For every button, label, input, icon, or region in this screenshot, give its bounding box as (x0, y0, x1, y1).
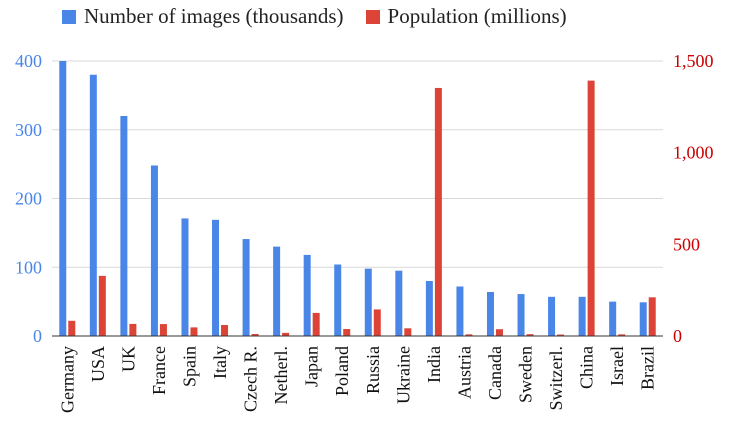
bar-images (548, 296, 556, 336)
bar-images (303, 254, 311, 336)
legend-item-population: Population (millions) (365, 4, 567, 29)
x-tick-label: Austria (454, 346, 474, 399)
bar-population (312, 312, 320, 336)
bar-population (159, 324, 167, 336)
bar-population (68, 320, 76, 336)
y-right-tick-label: 0 (673, 326, 682, 346)
bar-population (129, 323, 137, 336)
y-left-tick-label: 100 (15, 257, 42, 277)
bar-population (190, 327, 198, 336)
bar-population (404, 328, 412, 336)
bar-population (587, 80, 595, 336)
x-tick-label: Ukraine (393, 346, 413, 404)
chart-legend: Number of images (thousands) Population … (62, 4, 567, 29)
x-tick-label: Russia (363, 346, 383, 394)
x-tick-label: Germany (57, 346, 77, 413)
bar-images (181, 218, 189, 336)
y-left-tick-label: 400 (15, 51, 42, 71)
x-tick-label: Japan (302, 346, 322, 387)
x-tick-label: UK (118, 346, 138, 372)
x-tick-label: Sweden (516, 346, 536, 403)
y-left-tick-label: 300 (15, 120, 42, 140)
bar-images (212, 219, 220, 336)
bar-population (618, 334, 626, 336)
legend-item-images: Number of images (thousands) (62, 4, 344, 29)
bar-images (120, 116, 128, 336)
bar-images (395, 270, 403, 336)
bar-images (59, 61, 67, 336)
x-tick-label: Italy (210, 346, 230, 379)
y-right-tick-label: 500 (673, 234, 700, 254)
x-tick-label: Brazil (638, 346, 658, 390)
bar-images (517, 294, 525, 336)
x-tick-label: Spain (179, 346, 199, 387)
bar-images (425, 281, 433, 336)
bar-population (465, 334, 473, 336)
legend-label-population: Population (millions) (387, 4, 567, 28)
bar-images (486, 292, 494, 336)
bar-images (150, 165, 158, 336)
legend-swatch-images (62, 9, 76, 24)
x-tick-label: Israel (607, 346, 627, 386)
legend-label-images: Number of images (thousands) (84, 4, 344, 28)
y-right-tick-label: 1,000 (673, 143, 714, 163)
x-tick-label: India (424, 346, 444, 383)
bar-images (609, 301, 617, 336)
bar-images (639, 302, 647, 336)
y-right-tick-label: 1,500 (673, 51, 714, 71)
bar-images (456, 286, 464, 336)
bar-population (251, 333, 259, 336)
bar-population (526, 334, 534, 336)
bar-population (373, 309, 381, 336)
y-left-tick-label: 200 (15, 189, 42, 209)
bar-population (221, 325, 229, 336)
x-tick-label: Netherl. (271, 346, 291, 404)
x-tick-label: Switzerl. (546, 346, 566, 411)
x-tick-label: France (149, 346, 169, 395)
bar-images (334, 264, 342, 336)
bar-population (282, 332, 290, 336)
bar-images (578, 296, 586, 336)
bar-images (242, 239, 250, 336)
bar-population (648, 297, 656, 336)
bar-images (89, 74, 97, 336)
x-tick-label: USA (88, 346, 108, 382)
bar-images (273, 246, 281, 336)
x-tick-label: Canada (485, 346, 505, 400)
bar-population (495, 329, 503, 336)
bar-population (98, 275, 106, 336)
y-left-tick-label: 0 (33, 326, 42, 346)
bar-population (343, 329, 351, 336)
legend-swatch-population (365, 9, 380, 24)
x-tick-label: Czech R. (241, 346, 261, 412)
x-tick-label: Poland (332, 346, 352, 396)
bar-images (364, 268, 372, 336)
bar-population (557, 334, 565, 336)
bar-population (434, 87, 442, 336)
x-tick-label: China (577, 346, 597, 389)
